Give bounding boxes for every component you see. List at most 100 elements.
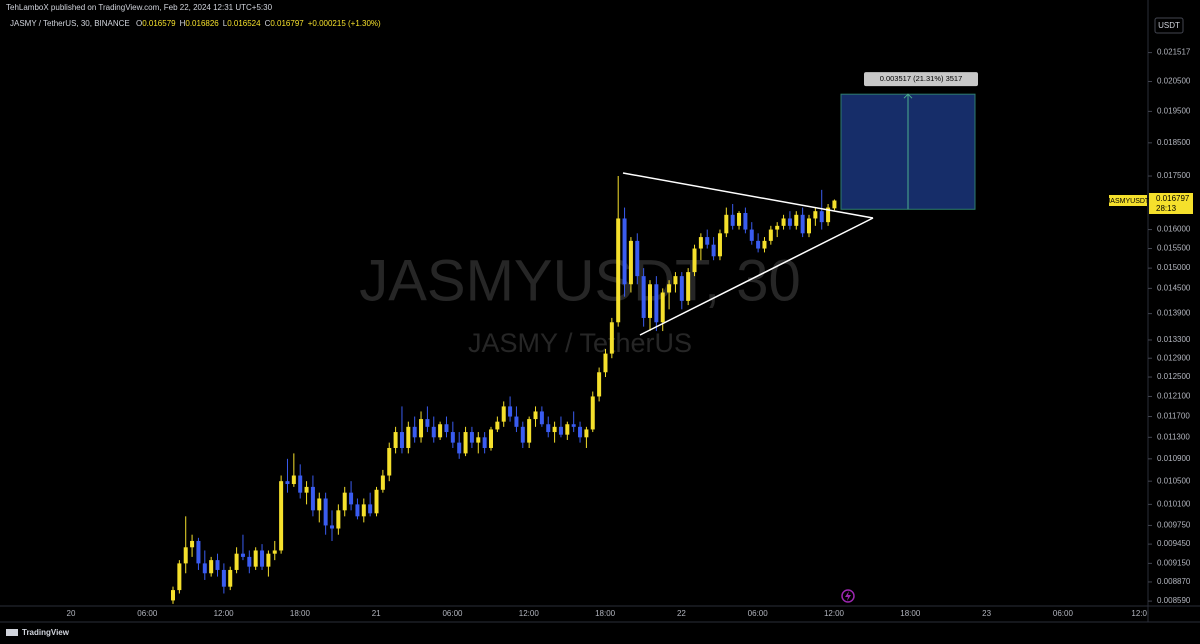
watermark: JASMYUSDT, 30 JASMY / TetherUS xyxy=(359,248,801,358)
candle-body xyxy=(832,200,837,209)
candle-body xyxy=(387,447,392,476)
candle-body xyxy=(628,240,633,285)
candle-body xyxy=(749,229,754,241)
candle-body xyxy=(654,284,659,323)
event-icon[interactable] xyxy=(841,589,855,603)
candle-body xyxy=(800,214,805,234)
candle-body xyxy=(762,240,767,249)
symbol-info: JASMY / TetherUS, 30, BINANCE xyxy=(10,19,130,28)
candle-body xyxy=(641,276,646,318)
candle-body xyxy=(240,553,245,557)
watermark-subtitle: JASMY / TetherUS xyxy=(468,328,692,358)
candle-body xyxy=(349,492,354,505)
candle-body xyxy=(393,432,398,448)
candle-body xyxy=(260,550,265,567)
candle-body xyxy=(253,550,258,567)
candle-body xyxy=(660,292,665,323)
candle-body xyxy=(667,284,672,293)
candle-body xyxy=(807,218,811,234)
y-tick-label: 0.014500 xyxy=(1157,283,1191,292)
candle-body xyxy=(578,426,583,438)
price-tag xyxy=(1149,193,1193,214)
x-tick-label: 21 xyxy=(372,609,381,618)
candle-body xyxy=(622,218,627,285)
candle-body xyxy=(285,481,290,485)
countdown: 28:13 xyxy=(1156,204,1177,213)
candle-body xyxy=(234,553,239,570)
y-tick-label: 0.009750 xyxy=(1157,521,1191,530)
candle-body xyxy=(444,424,449,433)
candle-body xyxy=(247,556,252,567)
currency-button-label[interactable]: USDT xyxy=(1158,21,1180,30)
candle-body xyxy=(813,211,818,219)
footer xyxy=(0,622,1200,644)
candle-body xyxy=(571,424,576,427)
x-tick-label: 06:00 xyxy=(442,609,463,618)
y-tick-label: 0.009150 xyxy=(1157,558,1191,567)
candle-body xyxy=(463,432,468,454)
x-tick-label: 12:00 xyxy=(519,609,540,618)
candle-body xyxy=(717,233,722,257)
time-axis: 20 06:00 12:00 18:00 21 06:00 12:00 18:00 22 06:0… xyxy=(67,609,1148,618)
price-tag-value: 0.016797 xyxy=(1156,194,1190,203)
candle-body xyxy=(330,525,334,529)
x-tick-label: 18:00 xyxy=(595,609,616,618)
candle-body xyxy=(482,437,487,448)
legend-value: 0.016579 xyxy=(142,19,176,28)
candle-body xyxy=(635,240,640,277)
candle-body xyxy=(775,225,780,230)
x-tick-label: 12:0 xyxy=(1131,609,1147,618)
symbol-tag xyxy=(1109,195,1147,206)
watermark-symbol: JASMYUSDT, 30 xyxy=(359,248,801,313)
candle-body xyxy=(597,372,602,397)
y-tick-label: 0.015000 xyxy=(1157,263,1191,272)
candle-body xyxy=(272,550,277,554)
candle-body xyxy=(737,212,742,226)
candle-body xyxy=(514,416,519,427)
candle-body xyxy=(177,563,182,591)
candle-body xyxy=(380,475,385,490)
candle-body xyxy=(768,229,773,241)
candle-body xyxy=(425,419,430,427)
candle-body xyxy=(743,212,748,230)
y-tick-label: 0.017500 xyxy=(1157,171,1191,180)
candle-body xyxy=(476,437,481,443)
candle-body xyxy=(590,396,595,430)
measure-tool: 0.003517 (21.31%) 3517 xyxy=(840,72,978,210)
y-tick-label: 0.018500 xyxy=(1157,138,1191,147)
x-tick-label: 06:00 xyxy=(137,609,158,618)
trend-line-lower xyxy=(639,217,874,336)
y-tick-label: 0.020500 xyxy=(1157,77,1191,86)
candle-body xyxy=(495,421,500,430)
candle-body xyxy=(310,486,315,511)
y-tick-label: 0.010900 xyxy=(1157,454,1191,463)
legend-key: H xyxy=(180,19,186,28)
candle-body xyxy=(705,237,710,245)
legend-change: +0.000215 (+1.30%) xyxy=(308,19,381,28)
candle-body xyxy=(508,406,513,417)
event-icon-bolt xyxy=(845,591,851,601)
currency-button[interactable] xyxy=(1154,17,1184,34)
legend-key: O xyxy=(136,19,142,28)
candle-body xyxy=(336,510,341,529)
candle-body xyxy=(399,432,404,448)
candle-body xyxy=(787,218,792,226)
candle-body xyxy=(361,504,366,517)
candle-body xyxy=(692,248,697,273)
candle-body xyxy=(215,560,220,570)
candle-body xyxy=(342,492,347,511)
candle-body xyxy=(609,322,614,354)
x-tick-label: 12:00 xyxy=(214,609,235,618)
candle-body xyxy=(291,475,296,485)
ohlc-legend: JASMY / TetherUS, 30, BINANCE O0.016579 H… xyxy=(10,19,381,28)
candle-body xyxy=(196,540,201,564)
candle-body xyxy=(673,276,678,285)
x-tick-label: 18:00 xyxy=(290,609,311,618)
x-tick-label: 22 xyxy=(677,609,686,618)
candle-body xyxy=(374,489,379,514)
publish-info: TehLamboX published on TradingView.com, … xyxy=(6,3,273,12)
candle-body xyxy=(686,272,691,301)
candle-body xyxy=(450,432,455,443)
y-tick-label: 0.011700 xyxy=(1157,412,1190,421)
